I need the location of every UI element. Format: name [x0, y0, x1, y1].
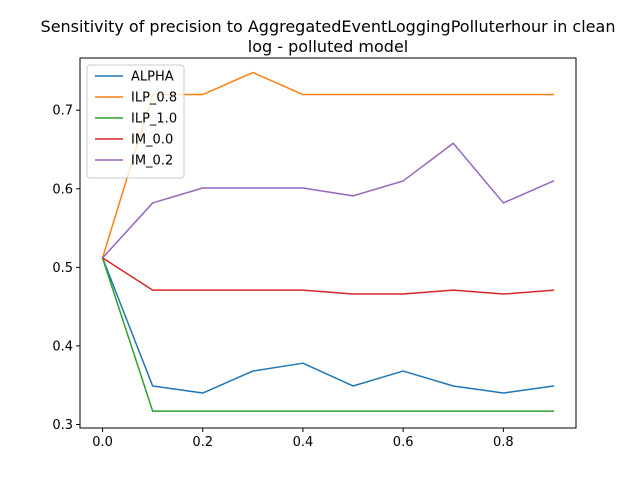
series-line-im-0-0 — [101, 256, 555, 295]
x-tick-label: 0.6 — [393, 435, 414, 450]
y-tick-label: 0.4 — [52, 339, 73, 354]
legend: ALPHA ILP_0.8 ILP_1.0 IM_0.0 IM_0.2 — [86, 64, 185, 179]
y-axis: 0.3 0.4 0.5 0.6 0.7 — [52, 104, 80, 433]
legend-label: ALPHA — [131, 70, 174, 85]
x-tick-label: 0.2 — [192, 435, 213, 450]
x-tick-label: 0.0 — [92, 435, 113, 450]
y-tick-label: 0.6 — [52, 182, 73, 197]
y-tick-label: 0.5 — [52, 261, 73, 276]
series-line-ilp-1-0 — [101, 256, 555, 412]
legend-label: ILP_0.8 — [131, 91, 177, 106]
legend-box — [86, 64, 185, 179]
legend-label: ILP_1.0 — [131, 112, 177, 127]
x-tick-label: 0.4 — [293, 435, 314, 450]
y-tick-label: 0.7 — [52, 104, 73, 119]
series-line-im-0-2 — [101, 142, 555, 259]
chart-title-line-2: log - polluted model — [248, 37, 409, 56]
x-axis: 0.0 0.2 0.4 0.6 0.8 — [92, 428, 514, 450]
plot-area-frame — [79, 57, 577, 429]
legend-label: IM_0.0 — [131, 133, 173, 148]
series-line-alpha — [101, 256, 555, 394]
legend-label: IM_0.2 — [131, 154, 173, 169]
y-tick-label: 0.3 — [52, 418, 73, 433]
chart-title-line-1: Sensitivity of precision to AggregatedEv… — [41, 17, 616, 36]
x-tick-label: 0.8 — [493, 435, 514, 450]
